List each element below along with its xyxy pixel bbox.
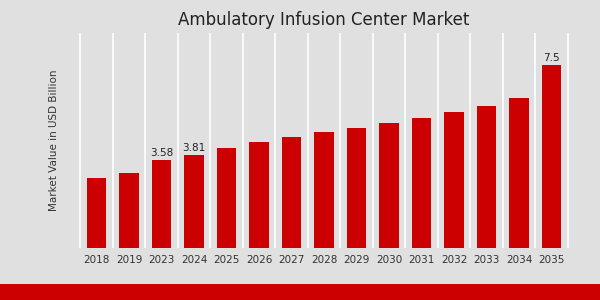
Title: Ambulatory Infusion Center Market: Ambulatory Infusion Center Market bbox=[178, 11, 470, 29]
Bar bbox=[184, 154, 204, 248]
Bar bbox=[379, 123, 399, 248]
Bar bbox=[119, 173, 139, 248]
Bar bbox=[412, 118, 431, 248]
Bar bbox=[314, 133, 334, 248]
Bar bbox=[542, 65, 561, 248]
Text: 3.81: 3.81 bbox=[182, 143, 206, 153]
Bar bbox=[87, 178, 106, 247]
Bar bbox=[217, 148, 236, 247]
Bar bbox=[509, 98, 529, 247]
Text: 3.58: 3.58 bbox=[150, 148, 173, 158]
Bar bbox=[152, 160, 171, 248]
Bar bbox=[347, 128, 366, 248]
Bar bbox=[282, 136, 301, 248]
Bar bbox=[249, 142, 269, 248]
Text: 7.5: 7.5 bbox=[543, 53, 560, 63]
Bar bbox=[477, 106, 496, 248]
Bar bbox=[444, 112, 464, 248]
Y-axis label: Market Value in USD Billion: Market Value in USD Billion bbox=[49, 70, 59, 211]
